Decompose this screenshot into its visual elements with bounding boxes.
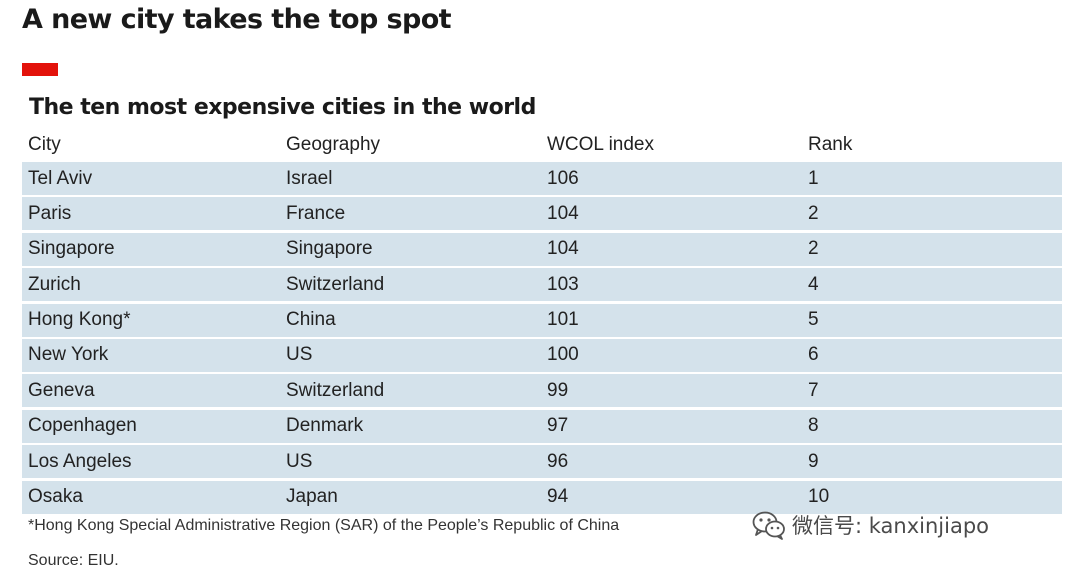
cell-wcol-index: 103	[547, 273, 579, 295]
watermark-text: 微信号: kanxinjiapo	[792, 514, 990, 538]
table-row: Osaka Japan 94 10	[22, 480, 1062, 514]
cell-city: Tel Aviv	[28, 167, 93, 189]
cell-geography: China	[286, 309, 336, 331]
cell-wcol-index: 97	[547, 415, 569, 437]
cell-rank: 2	[808, 238, 819, 260]
cell-rank: 7	[808, 379, 819, 401]
cell-rank: 4	[808, 273, 819, 295]
cell-geography: Switzerland	[286, 379, 385, 401]
cell-city: Hong Kong*	[28, 309, 131, 331]
table-header-row: City Geography WCOL index Rank	[22, 127, 1062, 162]
column-header-wcol-index: WCOL index	[547, 133, 654, 155]
cell-geography: US	[286, 344, 313, 366]
watermark: 微信号: kanxinjiapo	[752, 510, 989, 540]
cities-table: City Geography WCOL index Rank Tel Aviv I…	[22, 127, 1062, 516]
wechat-icon	[752, 510, 786, 540]
cell-rank: 8	[808, 415, 819, 437]
cell-city: Paris	[28, 202, 72, 224]
cell-city: Copenhagen	[28, 415, 137, 437]
table-row: Copenhagen Denmark 97 8	[22, 409, 1062, 443]
cell-city: Zurich	[28, 273, 81, 295]
table-row: Zurich Switzerland 103 4	[22, 268, 1062, 302]
cell-city: Geneva	[28, 379, 95, 401]
cell-rank: 10	[808, 486, 830, 508]
cell-geography: US	[286, 450, 313, 472]
cell-city: Los Angeles	[28, 450, 132, 472]
cell-rank: 6	[808, 344, 819, 366]
cell-city: Singapore	[28, 238, 115, 260]
cell-geography: Japan	[286, 486, 338, 508]
table-row: Los Angeles US 96 9	[22, 445, 1062, 479]
cell-wcol-index: 100	[547, 344, 579, 366]
cell-wcol-index: 104	[547, 238, 579, 260]
cell-city: New York	[28, 344, 109, 366]
table-body: Tel Aviv Israel 106 1 Paris France 104 2 Singapo…	[22, 162, 1062, 514]
table-title: The ten most expensive cities in the wor…	[29, 95, 536, 120]
cell-geography: France	[286, 202, 346, 224]
cell-rank: 9	[808, 450, 819, 472]
source-note: Source: EIU.	[28, 552, 119, 569]
accent-bar	[22, 63, 58, 76]
table-row: New York US 100 6	[22, 338, 1062, 372]
table-row: Singapore Singapore 104 2	[22, 232, 1062, 266]
cell-geography: Israel	[286, 167, 333, 189]
column-header-geography: Geography	[286, 133, 381, 155]
cell-city: Osaka	[28, 486, 83, 508]
table-row: Hong Kong* China 101 5	[22, 303, 1062, 337]
cell-wcol-index: 101	[547, 309, 579, 331]
table-row: Geneva Switzerland 99 7	[22, 374, 1062, 408]
footnote: *Hong Kong Special Administrative Region…	[28, 517, 620, 534]
column-header-city: City	[28, 133, 61, 155]
cell-wcol-index: 94	[547, 486, 569, 508]
cell-geography: Denmark	[286, 415, 364, 437]
headline: A new city takes the top spot	[22, 4, 452, 35]
cell-rank: 1	[808, 167, 819, 189]
cell-wcol-index: 104	[547, 202, 579, 224]
cell-wcol-index: 99	[547, 379, 569, 401]
cell-wcol-index: 106	[547, 167, 579, 189]
cell-geography: Singapore	[286, 238, 373, 260]
table-row: Tel Aviv Israel 106 1	[22, 162, 1062, 195]
column-header-rank: Rank	[808, 133, 853, 155]
cell-rank: 2	[808, 202, 819, 224]
cell-rank: 5	[808, 309, 819, 331]
cell-wcol-index: 96	[547, 450, 569, 472]
cell-geography: Switzerland	[286, 273, 385, 295]
table-row: Paris France 104 2	[22, 197, 1062, 231]
